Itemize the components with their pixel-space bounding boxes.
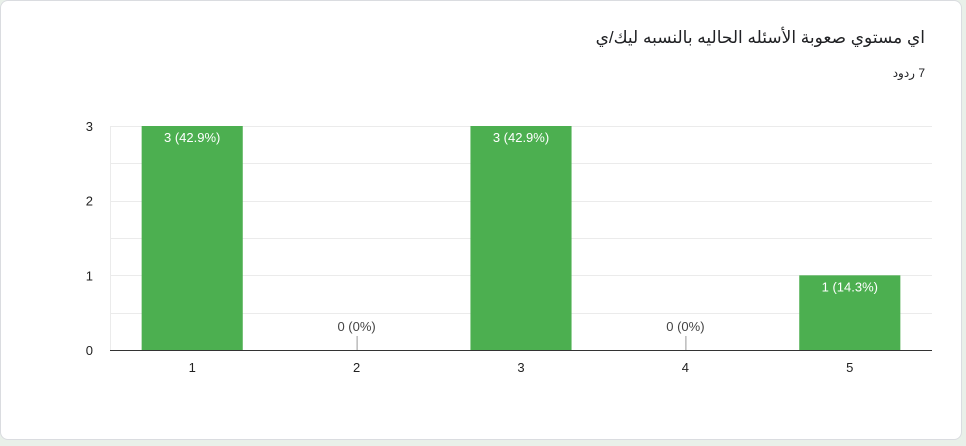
bar[interactable]: [799, 275, 901, 350]
data-label: 0 (0%): [337, 319, 375, 334]
x-tick-label: 1: [189, 360, 196, 375]
x-tick-label: 3: [517, 360, 524, 375]
data-label: 1 (14.3%): [822, 279, 878, 294]
tick-labels: 0 1 2 3 1 2 3 4 5: [86, 119, 854, 375]
bar[interactable]: [470, 126, 572, 350]
data-label: 3 (42.9%): [164, 130, 220, 145]
data-labels: 3 (42.9%) 0 (0%) 3 (42.9%) 0 (0%) 1 (14.3%): [164, 130, 878, 334]
question-title: اي مستوي صعوبة الأسئله الحاليه بالنسبه ل…: [595, 28, 925, 47]
response-count: 7 ردود: [892, 66, 925, 80]
data-label: 0 (0%): [666, 319, 704, 334]
x-tick-label: 2: [353, 360, 360, 375]
y-tick-label: 2: [86, 194, 93, 209]
data-label: 3 (42.9%): [493, 130, 549, 145]
y-tick-label: 0: [86, 343, 93, 358]
bar[interactable]: [141, 126, 243, 350]
x-tick-label: 4: [682, 360, 689, 375]
x-tick-label: 5: [846, 360, 853, 375]
y-tick-label: 1: [86, 268, 93, 283]
bars: [141, 126, 901, 350]
y-tick-label: 3: [86, 119, 93, 134]
